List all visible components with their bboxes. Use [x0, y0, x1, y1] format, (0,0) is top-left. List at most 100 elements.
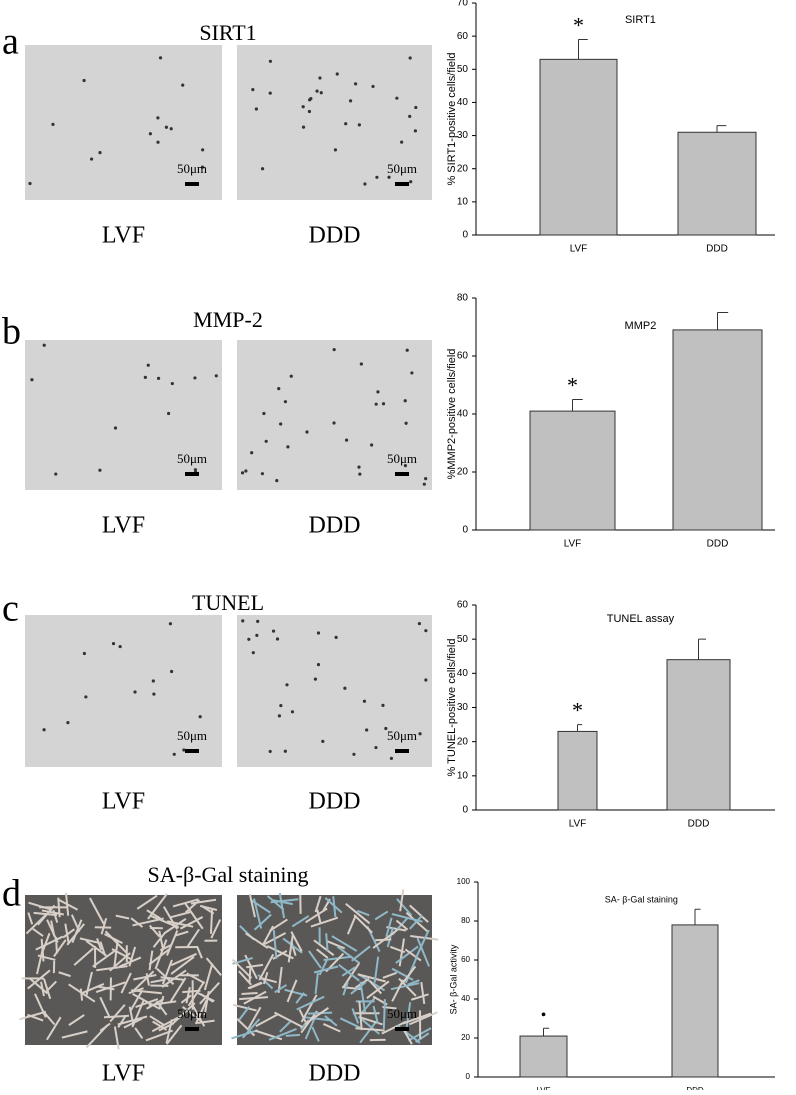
cell [244, 469, 247, 472]
cell [261, 167, 264, 170]
cell [375, 403, 378, 406]
cell [156, 116, 159, 119]
scale-bar [395, 1027, 409, 1031]
y-tick-label: 10 [457, 770, 469, 781]
cell [390, 757, 393, 760]
cell [173, 753, 176, 756]
cell [114, 426, 117, 429]
cell [193, 376, 196, 379]
cell [335, 636, 338, 639]
cell [255, 107, 258, 110]
micrograph [25, 615, 222, 767]
cell [321, 740, 324, 743]
cell [133, 690, 136, 693]
cell [344, 122, 347, 125]
cell [256, 620, 259, 623]
cell [169, 622, 172, 625]
cell [215, 374, 218, 377]
y-tick-label: 50 [457, 64, 469, 75]
cell [418, 622, 421, 625]
cell [424, 678, 427, 681]
cell [286, 1035, 300, 1036]
cell [320, 91, 323, 94]
cell [98, 151, 101, 154]
cell [333, 348, 336, 351]
cell [302, 125, 305, 128]
cell [334, 148, 337, 151]
scale-bar [185, 749, 199, 753]
y-tick-label: 30 [457, 130, 469, 141]
cell [404, 422, 407, 425]
cell [284, 750, 287, 753]
cell [308, 110, 311, 113]
y-axis-label: % SIRT1-positive cells/field [446, 52, 458, 185]
cell [408, 115, 411, 118]
cell [252, 651, 255, 654]
x-tick-label: LVF [570, 244, 588, 255]
cell [424, 477, 427, 480]
significance-mark: * [572, 698, 583, 723]
scale-bar [395, 182, 409, 186]
cell [317, 631, 320, 634]
cell [406, 349, 409, 352]
cell [354, 82, 357, 85]
error-bar [573, 400, 583, 412]
y-tick-label: 0 [466, 1072, 471, 1081]
significance-mark: * [567, 373, 578, 398]
cell [149, 132, 152, 135]
panel-letter: a [2, 21, 19, 63]
cell [211, 909, 212, 934]
scale-label: 50μm [387, 728, 417, 743]
panel-title: TUNEL [192, 590, 264, 615]
cell [171, 382, 174, 385]
cell [363, 182, 366, 185]
cell [374, 746, 377, 749]
bar [540, 59, 617, 235]
bar [672, 925, 718, 1077]
y-axis-label: % TUNEL-positive cells/field [446, 639, 458, 777]
cell [279, 422, 282, 425]
bar [673, 330, 762, 530]
cell [284, 400, 287, 403]
cell [410, 371, 413, 374]
y-tick-label: 40 [457, 409, 469, 420]
image-caption: DDD [309, 223, 361, 249]
micrograph [25, 340, 222, 490]
cell [152, 692, 155, 695]
cell [241, 471, 244, 474]
cell [418, 732, 421, 735]
cell [90, 157, 93, 160]
scale-label: 50μm [177, 161, 207, 176]
y-tick-label: 30 [457, 702, 469, 713]
cell [276, 637, 279, 640]
cell [381, 704, 384, 707]
cell [199, 715, 202, 718]
cell [357, 466, 360, 469]
cell [285, 683, 288, 686]
y-tick-label: 0 [462, 525, 468, 536]
cell [269, 60, 272, 63]
chart-title: TUNEL assay [607, 613, 675, 625]
cell [363, 700, 366, 703]
cell [365, 728, 368, 731]
cell [352, 753, 355, 756]
cell [170, 670, 173, 673]
image-caption: LVF [102, 789, 145, 815]
y-tick-label: 80 [457, 293, 469, 304]
cell [170, 127, 173, 130]
cell [395, 97, 398, 100]
micrograph [237, 45, 432, 200]
cell [275, 479, 278, 482]
y-tick-label: 40 [461, 994, 470, 1003]
cell [305, 430, 308, 433]
cell [414, 129, 417, 132]
cell [144, 376, 147, 379]
y-tick-label: 20 [457, 467, 469, 478]
scale-bar [395, 472, 409, 476]
error-bar [699, 639, 707, 660]
cell [400, 140, 403, 143]
y-tick-label: 40 [457, 97, 469, 108]
cell [384, 999, 385, 1029]
x-tick-label: DDD [686, 1086, 704, 1090]
